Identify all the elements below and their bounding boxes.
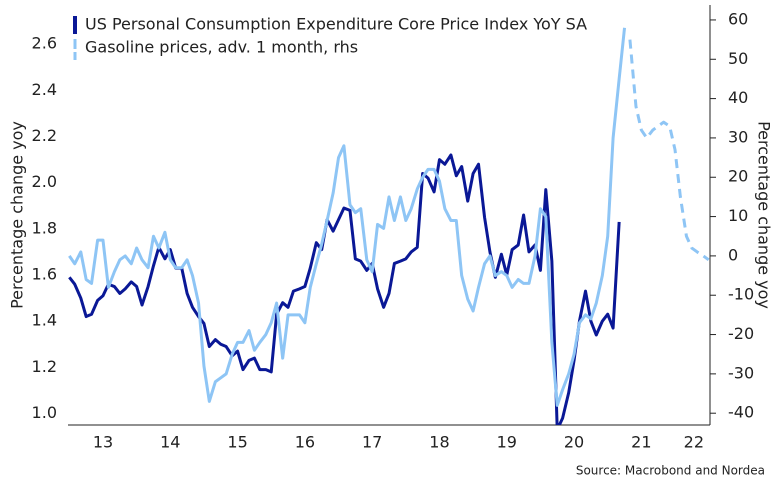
x-tick-label: 13 [93,433,113,452]
y2-tick-label: 40 [728,88,748,107]
x-tick-label: 21 [631,433,651,452]
y-tick-label: 2.0 [32,172,57,191]
y-tick-label: 2.2 [32,126,57,145]
x-tick-label: 20 [564,433,584,452]
x-tick-label: 18 [429,433,449,452]
y-tick-label: 2.6 [32,34,57,53]
y2-tick-label: 30 [728,127,748,146]
y2-tick-label: -40 [728,403,754,422]
x-tick-label: 19 [497,433,517,452]
series-line [68,153,621,425]
source-note: Source: Macrobond and Nordea [576,464,765,478]
x-tick-label: 16 [295,433,315,452]
y-tick-label: 2.4 [32,80,57,99]
y2-tick-label: -10 [728,285,754,304]
y-tick-label: 1.2 [32,357,57,376]
y2-tick-label: 20 [728,167,748,186]
y-tick-label: 1.4 [32,311,57,330]
x-tick-label: 14 [160,433,180,452]
plot-area [68,27,710,425]
y-axis-title: Percentage change yoy [8,121,27,309]
y2-axis-title: Percentage change yoy [755,121,774,309]
y2-tick-label: 60 [728,9,748,28]
y2-tick-label: 50 [728,49,748,68]
y-tick-label: 1.8 [32,218,57,237]
y2-tick-label: 10 [728,206,748,225]
x-tick-label: 22 [684,433,704,452]
forecast-line [628,39,710,262]
legend-label: US Personal Consumption Expenditure Core… [85,15,587,34]
y2-tick-label: 0 [728,245,738,264]
y-tick-label: 1.6 [32,265,57,284]
legend-label: Gasoline prices, adv. 1 month, rhs [85,38,358,57]
x-tick-label: 15 [227,433,247,452]
y2-tick-label: -20 [728,324,754,343]
y-tick-label: 1.0 [32,403,57,422]
x-tick-label: 17 [362,433,382,452]
y2-tick-label: -30 [728,363,754,382]
series-line [68,27,627,407]
